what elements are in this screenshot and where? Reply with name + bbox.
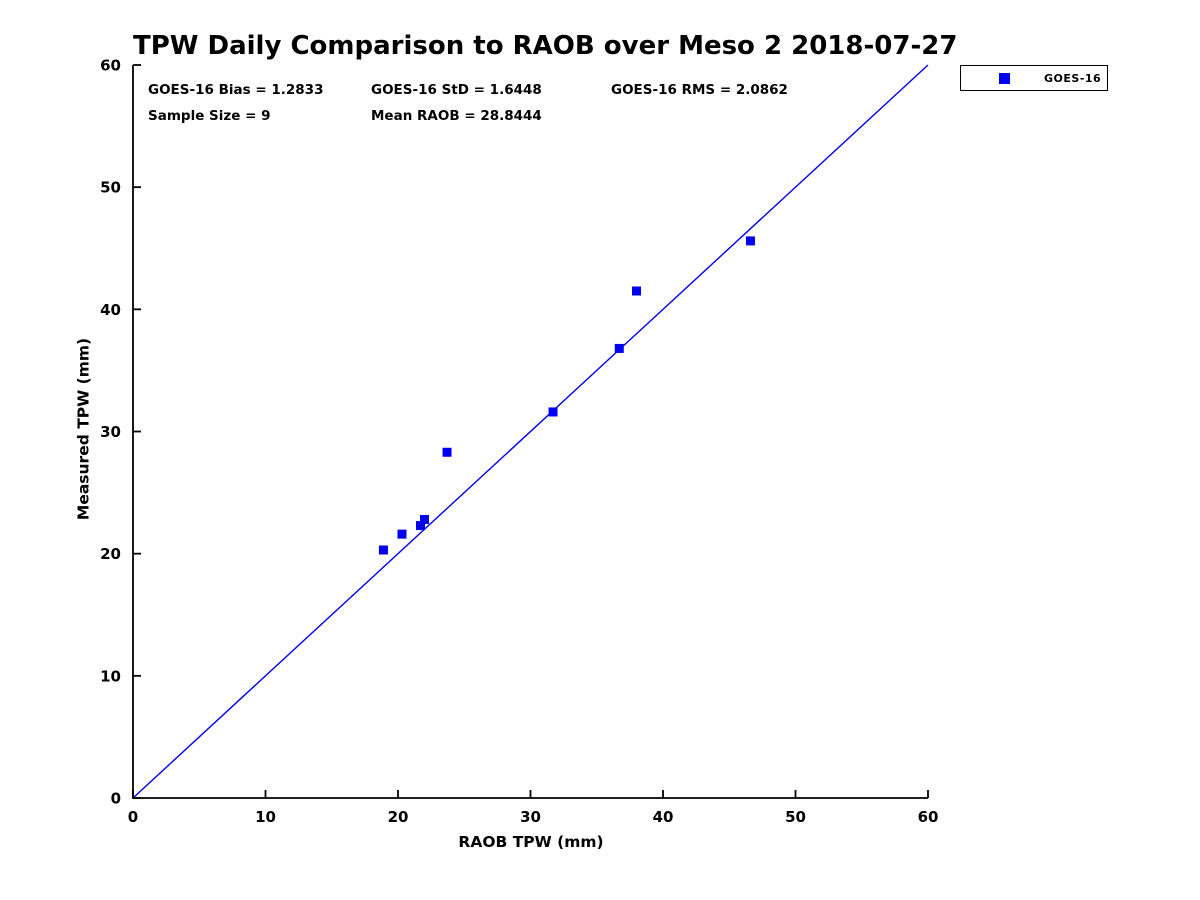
x-tick-label: 30 [520,808,541,826]
y-tick-label: 10 [100,667,121,685]
stat-rms: GOES-16 RMS = 2.0862 [611,82,788,98]
y-tick-label: 0 [111,790,121,808]
x-tick-label: 50 [785,808,806,826]
y-tick-label: 30 [100,423,121,441]
x-tick-label: 10 [255,808,276,826]
x-tick-label: 0 [128,808,138,826]
chart-title: TPW Daily Comparison to RAOB over Meso 2… [133,31,958,61]
data-point [548,407,558,417]
legend: GOES-16 [960,65,1108,91]
data-point [378,545,388,555]
data-point [416,521,426,531]
y-tick-label: 20 [100,545,121,563]
x-tick-label: 40 [653,808,674,826]
stat-std: GOES-16 StD = 1.6448 [371,82,542,98]
data-point [745,236,755,246]
y-axis-label: Measured TPW (mm) [74,337,93,521]
identity-line [132,64,929,799]
square-marker-icon [999,72,1010,84]
x-tick-label: 60 [918,808,939,826]
legend-label: GOES-16 [1044,71,1102,85]
data-point [614,343,624,353]
stat-mean-raob: Mean RAOB = 28.8444 [371,108,542,124]
data-point [632,286,641,296]
stat-sample-size: Sample Size = 9 [148,108,271,124]
stat-bias: GOES-16 Bias = 1.2833 [148,82,324,98]
y-tick-label: 60 [100,57,121,75]
y-tick-label: 40 [100,301,121,319]
y-tick-label: 50 [100,179,121,197]
x-axis-label: RAOB TPW (mm) [458,833,604,851]
data-point [442,447,452,457]
data-point [420,514,429,524]
data-point [397,529,407,539]
x-tick-label: 20 [388,808,409,826]
